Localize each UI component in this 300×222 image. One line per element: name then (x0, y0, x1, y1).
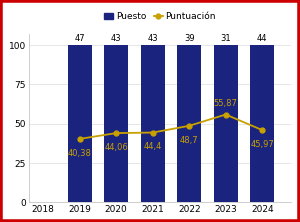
Text: 55,87: 55,87 (214, 99, 238, 108)
Text: 44: 44 (257, 34, 268, 44)
Bar (214, 45, 238, 202)
Text: 43: 43 (111, 34, 122, 44)
Text: 40,38: 40,38 (68, 149, 92, 158)
Text: 44,06: 44,06 (104, 143, 128, 152)
Text: 31: 31 (220, 34, 231, 44)
Legend: Puesto, Puntuación: Puesto, Puntuación (100, 8, 219, 24)
Text: 39: 39 (184, 34, 194, 44)
Bar (104, 45, 128, 202)
Text: 48,7: 48,7 (180, 135, 199, 145)
Text: 43: 43 (147, 34, 158, 44)
Text: 44,4: 44,4 (143, 142, 162, 151)
Bar (68, 45, 92, 202)
Bar (177, 45, 201, 202)
Bar (141, 45, 165, 202)
Text: 47: 47 (74, 34, 85, 44)
Bar (250, 45, 274, 202)
Text: 45,97: 45,97 (250, 140, 274, 149)
